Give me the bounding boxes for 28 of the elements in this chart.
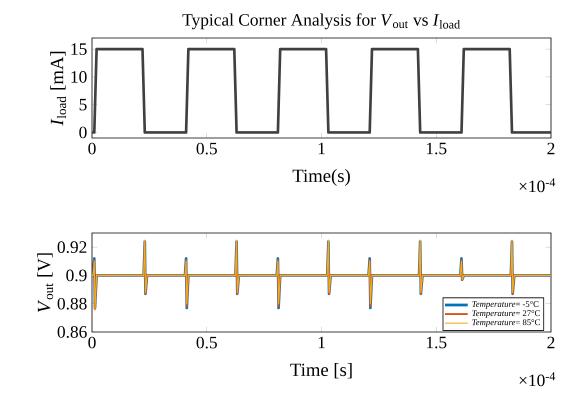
- y-tick-label: 10: [71, 71, 87, 83]
- x-tick-label: 1: [318, 336, 325, 348]
- x-tick-label: 0: [88, 336, 96, 348]
- legend-label: Temperature= 85°C: [472, 319, 540, 327]
- x-tick-label: 0.5: [196, 336, 217, 348]
- x-axis-title: Time(s): [292, 168, 350, 186]
- legend-label: Temperature= -5°C: [472, 301, 538, 309]
- x-axis-title: Time [s]: [290, 362, 352, 378]
- y-tick-label: 0.9: [66, 270, 87, 282]
- text: ×10$^{-4}$: [520, 372, 556, 386]
- x-tick-label: 0.5: [196, 142, 217, 154]
- y-tick-label: 15: [71, 43, 87, 55]
- x-tick-label: 0: [88, 142, 96, 154]
- legend-label: Temperature= 27°C: [472, 310, 540, 318]
- x-tick-label: 1.5: [426, 142, 446, 154]
- y-tick-label: 0.88: [58, 298, 87, 310]
- y-axis-title: V$_{out}$ [V]: [37, 253, 54, 312]
- y-axis-title: I$_{load}$ [mA]: [50, 52, 66, 126]
- x-tick-label: 2: [547, 142, 554, 154]
- x-tick-label: 1.5: [426, 336, 446, 348]
- y-tick-label: 5: [80, 98, 87, 110]
- y-tick-label: 0.86: [58, 326, 87, 338]
- chart-title: Typical Corner Analysis for V$_{out}$ vs I$_{load}$: [182, 13, 460, 30]
- x-tick-label: 2: [547, 336, 554, 348]
- text: ×10$^{-4}$: [520, 178, 556, 192]
- x-tick-label: 1: [318, 142, 325, 154]
- y-tick-label: 0.92: [58, 241, 86, 254]
- y-tick-label: 0: [79, 126, 87, 138]
